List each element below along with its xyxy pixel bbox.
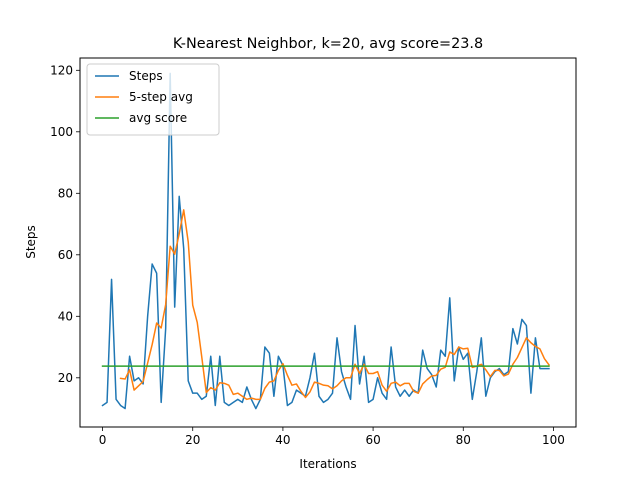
x-axis-label: Iterations	[299, 457, 356, 471]
legend-label-2: avg score	[129, 111, 187, 125]
chart-title: K-Nearest Neighbor, k=20, avg score=23.8	[173, 36, 483, 52]
y-tick-label-2: 60	[58, 248, 73, 262]
legend-box	[86, 63, 220, 136]
y-tick-label-4: 100	[50, 125, 73, 139]
x-tick-label-3: 60	[365, 433, 380, 447]
legend-label-1: 5-step avg	[129, 90, 193, 104]
y-tick-label-3: 80	[58, 186, 73, 200]
y-axis: 20 40 60 80 100 120	[50, 63, 80, 385]
x-tick-label-1: 20	[185, 433, 200, 447]
series-line-0	[101, 72, 550, 410]
series-layer	[101, 72, 550, 410]
y-tick-label-1: 40	[58, 309, 73, 323]
legend: Steps 5-step avg avg score	[86, 63, 220, 136]
x-tick-label-5: 100	[542, 433, 565, 447]
x-axis: 0 20 40 60 80 100	[99, 427, 565, 447]
x-tick-label-2: 40	[275, 433, 290, 447]
x-tick-label-0: 0	[99, 433, 107, 447]
y-axis-label: Steps	[24, 225, 38, 259]
y-tick-label-0: 20	[58, 371, 73, 385]
y-tick-label-5: 120	[50, 63, 73, 77]
legend-label-0: Steps	[129, 69, 163, 83]
x-tick-label-4: 80	[456, 433, 471, 447]
plot-frame	[79, 57, 577, 428]
